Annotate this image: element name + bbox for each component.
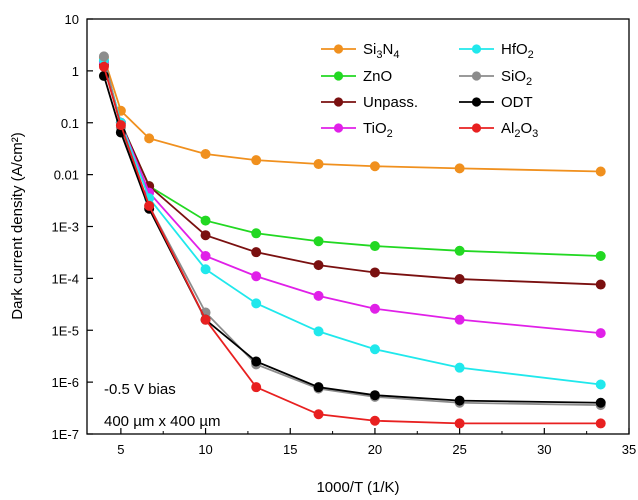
data-point — [313, 382, 324, 393]
data-point — [595, 166, 606, 177]
data-point — [313, 260, 324, 271]
data-point — [369, 241, 380, 252]
data-point — [454, 418, 465, 429]
data-point — [454, 274, 465, 285]
data-point — [369, 415, 380, 426]
legend-label: HfO2​ — [501, 41, 534, 61]
data-point — [251, 155, 262, 166]
x-tick-label: 5 — [117, 442, 124, 457]
y-tick-label: 1E-4 — [52, 271, 79, 286]
legend-swatch-marker — [333, 123, 344, 133]
data-point — [454, 163, 465, 174]
x-axis-label: 1000/T (1/K) — [316, 479, 399, 496]
data-point — [313, 159, 324, 170]
legend-label: ODT — [501, 94, 533, 111]
data-point — [313, 290, 324, 301]
data-point — [454, 362, 465, 373]
data-point — [200, 314, 211, 325]
data-point — [369, 267, 380, 278]
x-axis-ticks: 5 10 15 20 25 30 35 — [117, 428, 636, 457]
data-point — [595, 418, 606, 429]
legend-swatch-marker — [333, 71, 344, 81]
x-tick-label: 20 — [368, 442, 382, 457]
data-point — [454, 395, 465, 406]
legend-swatch-marker — [333, 44, 344, 54]
y-tick-label: 1 — [72, 64, 79, 79]
data-point — [595, 279, 606, 290]
data-point — [251, 228, 262, 239]
legend-label: SiO2​ — [501, 68, 532, 88]
data-point — [313, 236, 324, 247]
data-point — [454, 245, 465, 256]
series-layer — [98, 51, 606, 429]
data-point — [115, 120, 126, 131]
data-point — [595, 397, 606, 408]
data-point — [595, 250, 606, 261]
data-point — [98, 51, 109, 62]
x-tick-label: 30 — [537, 442, 551, 457]
series-line — [103, 57, 601, 173]
y-axis-ticks: 1E-7 1E-6 1E-5 1E-4 1E-3 0.01 0.1 1 10 — [52, 12, 93, 442]
legend-label: Si3​N4​ — [363, 41, 399, 61]
data-point — [200, 215, 211, 226]
x-tick-label: 10 — [198, 442, 212, 457]
y-tick-label: 0.01 — [54, 168, 79, 183]
legend-swatch-marker — [333, 97, 344, 107]
data-point — [251, 247, 262, 258]
data-point — [595, 328, 606, 339]
data-point — [200, 250, 211, 261]
bias-annotation: -0.5 V bias — [104, 381, 176, 398]
data-point — [144, 200, 155, 211]
legend-label: Unpass. — [363, 94, 418, 111]
data-point — [200, 264, 211, 275]
y-tick-label: 1E-5 — [52, 323, 79, 338]
data-point — [369, 390, 380, 401]
data-point — [251, 356, 262, 367]
legend-label: TiO2​ — [363, 120, 393, 140]
data-point — [251, 382, 262, 393]
y-tick-label: 1E-3 — [52, 220, 79, 235]
data-point — [313, 409, 324, 420]
legend-swatch-marker — [471, 123, 482, 133]
y-tick-label: 0.1 — [61, 116, 79, 131]
data-point — [144, 133, 155, 144]
data-point — [200, 230, 211, 241]
data-point — [200, 148, 211, 159]
data-point — [98, 61, 109, 72]
data-point — [251, 271, 262, 282]
size-annotation: 400 µm x 400 µm — [104, 413, 221, 430]
y-tick-label: 1E-6 — [52, 375, 79, 390]
y-tick-label: 1E-7 — [52, 427, 79, 442]
legend: Si3​N4​ ZnO Unpass. TiO2​ HfO2​ SiO2​ ODT Al2​O… — [321, 41, 538, 140]
plot-frame — [86, 18, 630, 435]
legend-label: Al2​O3​ — [501, 120, 538, 140]
x-tick-label: 25 — [452, 442, 466, 457]
data-point — [313, 326, 324, 337]
y-tick-label: 10 — [65, 12, 79, 27]
data-point — [251, 298, 262, 309]
legend-swatch-marker — [471, 71, 482, 81]
y-axis-label: Dark current density (A/cm²) — [9, 132, 26, 320]
data-point — [454, 314, 465, 325]
legend-swatch-marker — [471, 44, 482, 54]
x-tick-label: 35 — [622, 442, 636, 457]
data-point — [369, 344, 380, 355]
legend-label: ZnO — [363, 68, 392, 85]
legend-swatch-marker — [471, 97, 482, 107]
data-point — [369, 303, 380, 314]
data-point — [595, 379, 606, 390]
x-tick-label: 15 — [283, 442, 297, 457]
data-point — [369, 161, 380, 172]
